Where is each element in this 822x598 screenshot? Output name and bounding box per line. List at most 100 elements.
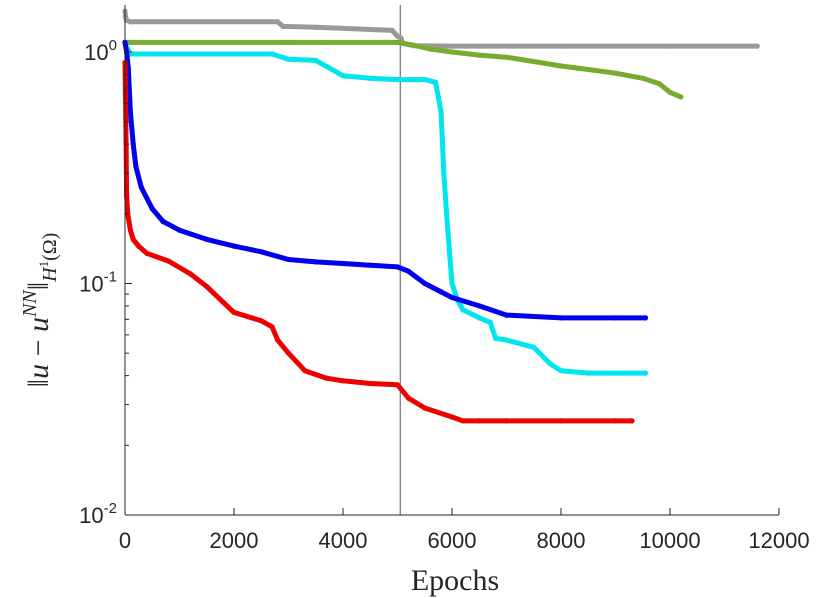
series-point-2-11 [438,109,444,115]
series-point-3-9 [176,227,183,233]
y-title-u: u [22,364,55,379]
y-title-sub-exp: 1 [36,261,51,268]
series-4 [122,60,635,424]
series-point-2-10 [433,79,439,85]
series-point-4-17 [285,350,292,356]
x-tick-label: 4000 [319,528,368,553]
series-point-4-10 [187,271,193,277]
series-point-2-17 [460,307,466,313]
series-line-3 [122,39,648,321]
y-ticks: 10-2 10-1 100 [79,37,132,528]
series-point-2-20 [493,335,499,341]
series-point-1-5 [427,46,433,52]
series-point-4-26 [460,418,466,424]
series-2 [122,39,649,376]
series-point-3-26 [642,315,649,321]
series-point-0-14 [558,43,564,49]
series-point-4-7 [136,243,142,249]
series-point-2-26 [612,370,619,376]
series-point-4-14 [258,318,264,324]
series-point-1-2 [285,39,292,46]
series-3 [122,39,649,321]
series-point-0-13 [449,43,455,49]
y-tick-label: 10-2 [79,500,117,528]
series-point-4-24 [422,405,428,411]
series-point-1-1 [127,39,133,46]
series-line-1 [122,39,684,100]
series-point-1-16 [678,94,684,100]
x-tick-label: 8000 [537,528,586,553]
series-point-2-25 [585,370,591,376]
series-point-4-27 [476,418,482,424]
series-point-1-15 [667,89,673,95]
series-point-3-15 [340,260,346,267]
series-point-2-21 [503,337,510,343]
series-point-3-14 [313,259,319,265]
series-point-2-22 [531,344,537,350]
x-tick-label: 0 [119,528,131,553]
series-point-4-29 [558,418,564,424]
series-point-2-24 [558,368,564,374]
y-title-norm-left: ‖ [22,379,55,387]
series-point-3-17 [394,264,401,270]
series-point-4-28 [503,418,510,424]
series-point-3-25 [612,315,619,321]
series-point-2-3 [269,51,275,57]
y-title-norm-right: ‖ [22,282,55,290]
series-point-4-31 [629,418,635,424]
series-point-2-15 [449,280,455,287]
x-tick-label: 12000 [748,528,809,553]
series-point-3-4 [130,141,136,147]
series-point-4-23 [405,395,411,401]
series-point-4-11 [204,284,210,290]
series-point-3-19 [422,280,428,287]
series-point-4-18 [302,368,308,374]
series-point-0-5 [280,23,286,29]
series-point-3-5 [133,164,139,170]
series-point-2-19 [487,319,493,325]
series-point-4-12 [220,299,226,305]
series-point-2-7 [367,75,373,81]
series-point-4-5 [127,227,133,233]
svg-text:‖u − uNN‖H1(Ω): ‖u − uNN‖H1(Ω) [19,233,61,388]
y-tick-label: 10-1 [79,269,117,297]
series-point-4-15 [269,324,275,330]
series-point-3-24 [558,315,564,321]
series-point-2-4 [285,56,292,62]
series-point-1-4 [411,42,417,48]
series-point-2-14 [446,247,452,253]
series-point-2-23 [547,361,553,367]
series-point-3-3 [127,109,133,115]
y-tick-label: 100 [84,37,117,65]
y-title-sup: NN [19,289,41,318]
series-point-2-8 [394,77,401,83]
series-point-0-7 [351,26,357,32]
series-point-1-9 [531,58,537,65]
series-point-4-13 [231,309,237,315]
series-line-2 [122,39,648,376]
series-point-2-13 [444,211,450,217]
y-title-sub-arg: (Ω) [39,233,61,261]
series-point-3-6 [138,184,144,190]
series-point-0-16 [754,43,760,49]
series-1 [122,39,684,100]
y-axis-title: ‖u − uNN‖H1(Ω) [19,233,61,388]
series-point-1-12 [612,70,619,76]
series-point-0-8 [389,27,395,33]
series-point-2-6 [340,73,346,79]
series-point-4-16 [275,337,281,343]
series-point-1-7 [476,52,482,58]
series-point-4-25 [449,414,455,420]
x-tick-label: 10000 [639,528,700,553]
series-point-2-18 [476,315,482,321]
series-point-4-8 [144,250,150,256]
x-ticks: 0 2000 4000 6000 8000 10000 12000 [119,508,810,553]
series-point-2-9 [422,77,428,83]
series-point-0-10 [398,35,404,41]
series-point-4-22 [394,382,401,388]
series-point-3-8 [160,219,166,225]
series-point-3-16 [367,262,373,268]
series-point-3-11 [231,243,237,249]
series-point-4-19 [324,375,330,381]
